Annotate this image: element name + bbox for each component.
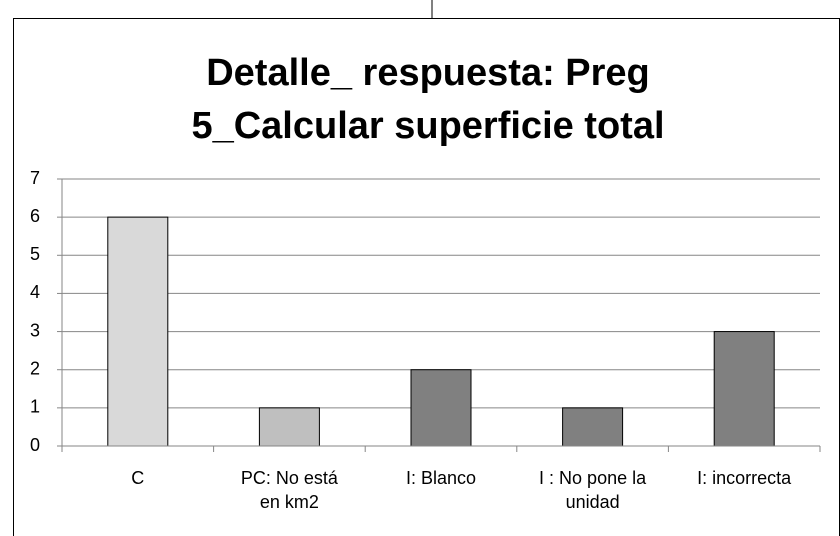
y-tick-label: 1 [30, 397, 40, 417]
bar [107, 216, 169, 447]
x-tick-label-box: PC: No está en km2 [240, 468, 338, 512]
y-tick-label: 0 [30, 435, 40, 455]
x-tick-label-box: I: Blanco [405, 468, 477, 488]
x-tick-label-box: C [131, 468, 145, 488]
x-tick-label-box: I: incorrecta [697, 468, 792, 488]
y-tick-label: 7 [30, 168, 40, 188]
x-tick-label-box: I : No pone la unidad [539, 468, 647, 512]
y-tick-label: 3 [30, 320, 40, 340]
chart-title: 5_Calcular superficie total [191, 105, 664, 147]
bar [410, 369, 472, 447]
x-tick-label: PC: No está en km2 [240, 468, 338, 512]
x-tick-label: I : No pone la unidad [539, 468, 647, 512]
y-tick-label: 5 [30, 244, 40, 264]
bar [258, 407, 320, 447]
x-tick-label: I: incorrecta [697, 468, 792, 488]
x-tick-label: C [131, 468, 145, 488]
bar [713, 331, 775, 447]
x-tick-label: I: Blanco [405, 468, 477, 488]
y-tick-label: 6 [30, 206, 40, 226]
y-tick-label: 4 [30, 282, 40, 302]
y-tick-label: 2 [30, 358, 40, 378]
bar [562, 407, 624, 447]
chart-title: Detalle_ respuesta: Preg [206, 52, 650, 94]
